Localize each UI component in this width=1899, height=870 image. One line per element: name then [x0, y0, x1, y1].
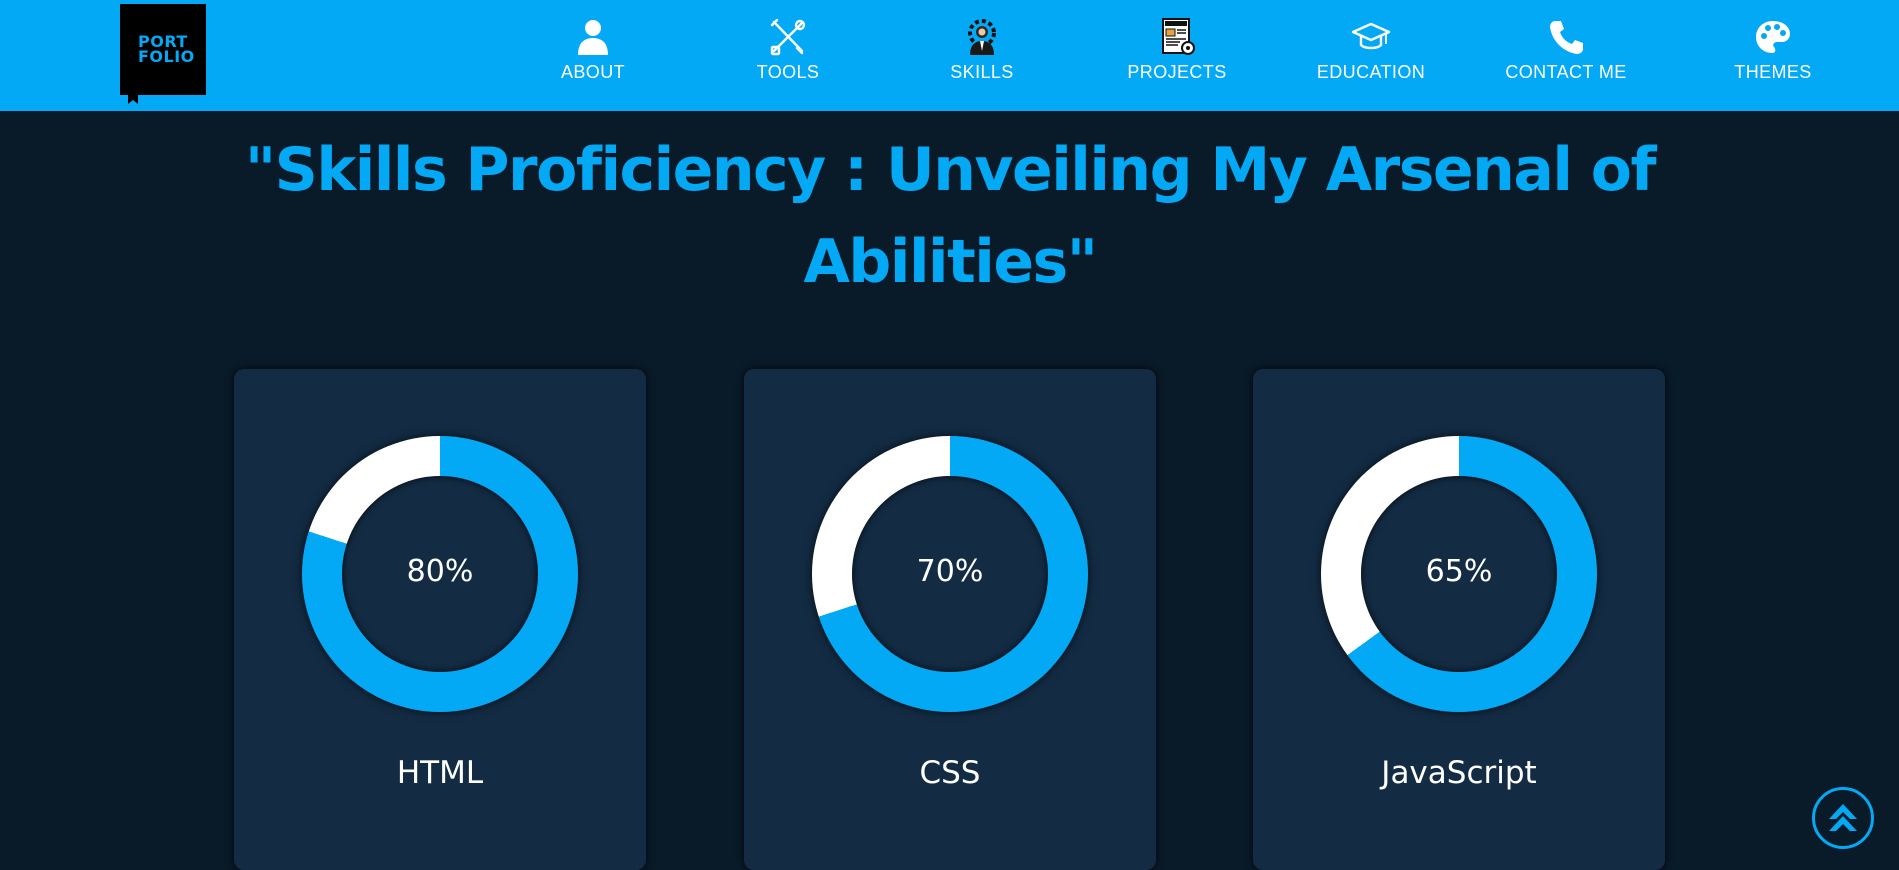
- skill-percent: 70%: [916, 554, 984, 589]
- portfolio-logo[interactable]: PORT FOLIO: [120, 4, 206, 95]
- nav-education[interactable]: EDUCATION: [1286, 18, 1456, 88]
- progress-ring-center: 80%: [342, 476, 538, 672]
- nav-tools[interactable]: TOOLS: [703, 18, 873, 88]
- logo-line-2: FOLIO: [138, 47, 195, 66]
- progress-ring: 65%: [1321, 436, 1597, 712]
- skill-card-css: 70% CSS: [744, 369, 1156, 870]
- nav-about[interactable]: ABOUT: [508, 18, 678, 88]
- progress-ring: 80%: [302, 436, 578, 712]
- skill-card-html: 80% HTML: [234, 369, 646, 870]
- graduation-cap-icon: [1351, 18, 1391, 56]
- navbar: PORT FOLIO ABOUT: [0, 0, 1899, 111]
- nav-projects-label: PROJECTS: [1127, 62, 1227, 82]
- nav-tools-label: TOOLS: [756, 62, 820, 82]
- nav-themes[interactable]: THEMES: [1688, 18, 1858, 88]
- logo-line-1: PORT: [138, 32, 188, 51]
- skill-percent: 80%: [406, 554, 474, 589]
- skills-gear-person-icon: [962, 18, 1002, 56]
- palette-icon: [1753, 18, 1793, 56]
- user-icon: [573, 18, 613, 56]
- skill-name: JavaScript: [1381, 755, 1537, 791]
- nav-skills-label: SKILLS: [950, 62, 1014, 82]
- nav-projects[interactable]: PROJECTS: [1092, 18, 1262, 88]
- phone-icon: [1546, 18, 1586, 56]
- skill-card-javascript: 65% JavaScript: [1253, 369, 1665, 870]
- project-document-icon: [1157, 18, 1197, 56]
- nav-contact-label: CONTACT ME: [1505, 62, 1627, 82]
- nav-themes-label: THEMES: [1734, 62, 1812, 82]
- skill-name: HTML: [396, 755, 484, 791]
- progress-ring: 70%: [812, 436, 1088, 712]
- logo-bookmark-tab: [128, 94, 138, 104]
- nav-education-label: EDUCATION: [1316, 62, 1426, 82]
- skill-name: CSS: [919, 755, 981, 791]
- section-title: "Skills Proficiency : Unveiling My Arsen…: [244, 135, 1657, 297]
- nav-contact[interactable]: CONTACT ME: [1481, 18, 1651, 88]
- progress-ring-center: 70%: [852, 476, 1048, 672]
- nav-skills[interactable]: SKILLS: [897, 18, 1067, 88]
- tools-icon: [768, 18, 808, 56]
- scroll-to-top-button[interactable]: [1812, 787, 1874, 849]
- skill-percent: 65%: [1425, 554, 1493, 589]
- progress-ring-center: 65%: [1361, 476, 1557, 672]
- nav-about-label: ABOUT: [560, 62, 625, 82]
